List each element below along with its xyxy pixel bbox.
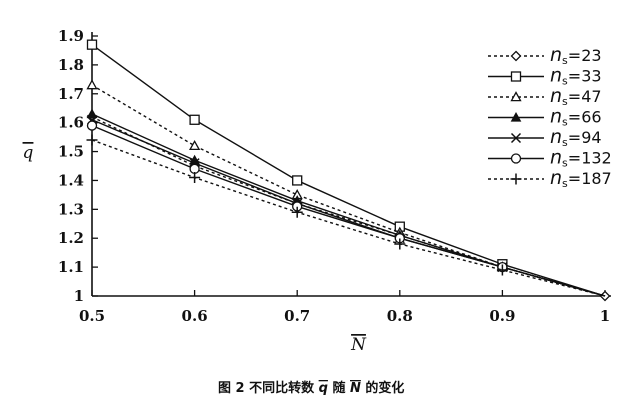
series-ns-33 (86, 39, 606, 297)
series-layer (86, 39, 611, 302)
y-tick-label: 1.8 (58, 56, 84, 74)
legend-label-name: n (550, 147, 562, 169)
x-tick-label: 0.6 (182, 307, 208, 325)
legend-label-name: n (550, 106, 562, 128)
legend-label-value: =66 (568, 108, 602, 127)
legend-marker (510, 132, 522, 144)
legend-marker (510, 111, 522, 122)
series-ns-23 (86, 111, 611, 302)
y-tick-label: 1.4 (58, 171, 84, 189)
data-point (189, 114, 200, 125)
data-point (86, 79, 98, 90)
series-line (91, 84, 606, 297)
data-point (86, 108, 98, 119)
data-point (86, 134, 98, 146)
series-ns-47 (86, 79, 606, 297)
data-point (86, 120, 98, 131)
legend-label-subscript: s (562, 95, 568, 108)
data-point (394, 238, 406, 250)
data-point (188, 139, 201, 151)
caption-middle: 随 (328, 380, 350, 396)
x-tick-label: 1 (600, 307, 610, 325)
legend-label-subscript: s (562, 157, 568, 170)
y-tick-label: 1.7 (58, 85, 84, 103)
y-tick-label: 1.3 (58, 200, 84, 218)
y-tick-label: 1.9 (58, 27, 84, 45)
legend-entry: ns=23 (488, 44, 602, 67)
legend-label: ns=132 (550, 147, 612, 170)
caption-prefix: 图 2 不同比转数 (218, 380, 319, 396)
legend-marker (510, 71, 522, 82)
legend-entry: ns=187 (488, 167, 612, 190)
legend-label-name: n (550, 126, 562, 148)
y-axis-label: q (23, 143, 34, 163)
caption-q: q (319, 381, 328, 396)
series-line (91, 44, 606, 297)
caption-n: N (350, 381, 361, 396)
legend-label-value: =132 (568, 149, 612, 168)
legend-entry: ns=66 (488, 106, 602, 129)
data-point (291, 206, 303, 218)
legend-entry: ns=47 (488, 85, 602, 108)
x-tick-label: 0.5 (79, 307, 105, 325)
y-tick-label: 1.2 (58, 229, 84, 247)
legend-label-value: =33 (568, 67, 602, 86)
x-axis-label: N (350, 335, 367, 355)
legend-label-value: =94 (568, 128, 602, 147)
legend-entry: ns=132 (488, 147, 612, 170)
data-point (86, 39, 98, 50)
legend-label: ns=187 (550, 167, 612, 190)
legend-label-subscript: s (562, 136, 568, 149)
y-tick-label: 1.6 (58, 114, 84, 132)
caption-suffix: 的变化 (361, 380, 405, 396)
legend-label-name: n (550, 44, 562, 66)
y-tick-label: 1 (74, 287, 84, 305)
legend-label-name: n (550, 85, 562, 107)
legend-label-name: n (550, 65, 562, 87)
legend-label: ns=33 (550, 65, 602, 88)
legend-marker (510, 173, 522, 185)
legend-label-name: n (550, 167, 562, 189)
axes: 1 1.1 1.2 1.3 1.4 1.5 1.6 1.7 1.8 1.9 0.5 0.6 0.7 0.8… (23, 27, 611, 355)
legend-label: ns=47 (550, 85, 602, 108)
legend-label-value: =47 (568, 87, 602, 106)
series-line (91, 119, 606, 297)
legend-label-subscript: s (562, 54, 568, 67)
series-ns-132 (86, 120, 606, 297)
legend-label: ns=66 (550, 106, 602, 129)
legend-marker (510, 91, 522, 102)
series-line (91, 139, 606, 297)
legend-label: ns=23 (550, 44, 602, 67)
x-tick-label: 0.7 (284, 307, 310, 325)
legend-entry: ns=94 (488, 126, 602, 149)
legend-entry: ns=33 (488, 65, 602, 88)
data-point (189, 172, 201, 184)
series-line (91, 113, 606, 297)
series-line (91, 116, 606, 297)
legend-label-subscript: s (562, 75, 568, 88)
data-point (292, 175, 303, 186)
y-tick-label: 1.1 (58, 258, 84, 276)
y-tick-label: 1.5 (58, 143, 84, 161)
legend-label-subscript: s (562, 116, 568, 129)
series-line (91, 124, 606, 297)
series-ns-94 (86, 114, 606, 297)
legend-marker (510, 153, 522, 164)
legend-label: ns=94 (550, 126, 602, 149)
x-tick-label: 0.8 (387, 307, 413, 325)
data-point (496, 264, 508, 276)
figure-caption: 图 2 不同比转数 q 随 N 的变化 (218, 380, 404, 396)
legend-label-value: =187 (568, 169, 612, 188)
x-tick-label: 0.9 (489, 307, 515, 325)
series-ns-187 (86, 134, 606, 297)
legend-marker (510, 50, 522, 62)
legend-label-subscript: s (562, 177, 568, 190)
legend-label-value: =23 (568, 46, 602, 65)
data-point (189, 163, 200, 175)
